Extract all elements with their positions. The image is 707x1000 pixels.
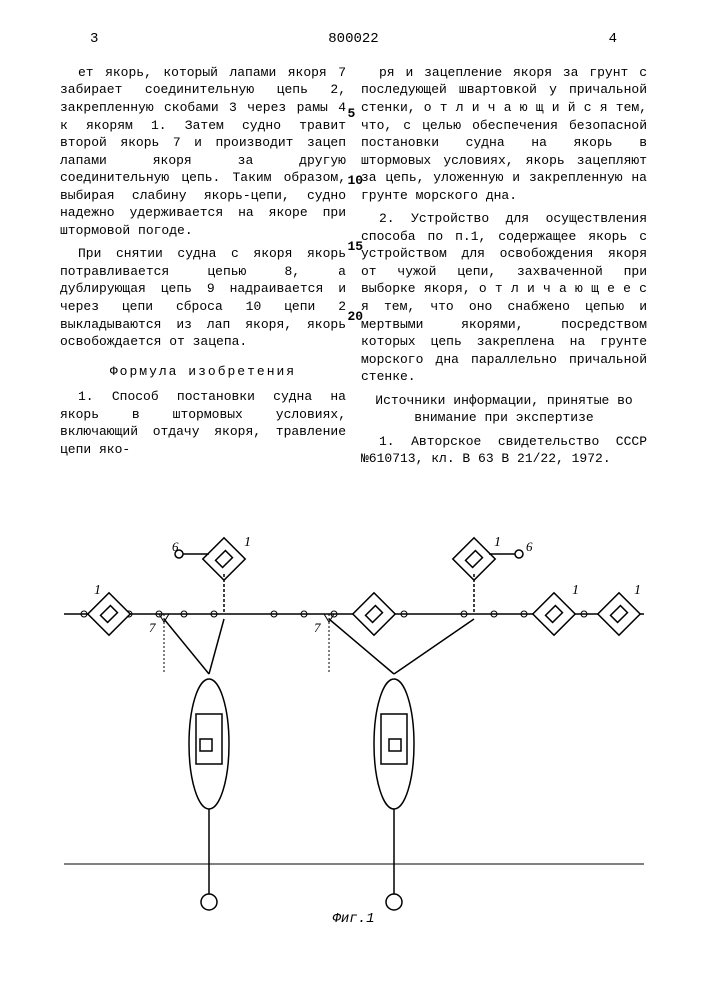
left-p2: При снятии судна с якоря якорь потравлив… (60, 245, 346, 350)
page-center: 800022 (328, 30, 378, 49)
label-1a: 1 (94, 583, 101, 598)
left-p1: ет якорь, который лапами якоря 7 забирае… (60, 64, 346, 239)
formula-heading: Формула изобретения (60, 363, 346, 381)
page-left: 3 (90, 30, 98, 49)
line-marker-15: 15 (348, 238, 364, 256)
sources-heading: Источники информации, принятые во вниман… (361, 392, 647, 427)
technical-diagram: 1 1 1 1 1 6 6 7 7 Фиг.1 (64, 514, 644, 934)
label-1b: 1 (244, 535, 251, 550)
page-right: 4 (609, 30, 617, 49)
figure-label: Фиг.1 (332, 910, 374, 929)
page-header: 3 800022 4 (60, 30, 647, 49)
label-1d: 1 (572, 583, 579, 598)
right-p3: 1. Авторское свидетельство СССР №610713,… (361, 433, 647, 468)
diagram-svg: 1 1 1 1 1 6 6 7 7 (64, 514, 644, 934)
right-p2: 2. Устройство для осуществления способа … (361, 210, 647, 385)
line-marker-20: 20 (348, 308, 364, 326)
label-1c: 1 (494, 535, 501, 550)
line-marker-5: 5 (348, 105, 356, 123)
text-columns: ет якорь, который лапами якоря 7 забирае… (60, 64, 647, 474)
right-column: ря и зацепление якоря за грунт с последу… (361, 64, 647, 474)
label-7b: 7 (314, 620, 321, 635)
left-p3: 1. Способ постановки судна на якорь в шт… (60, 388, 346, 458)
right-p1: ря и зацепление якоря за грунт с последу… (361, 64, 647, 204)
line-marker-10: 10 (348, 172, 364, 190)
label-1e: 1 (634, 583, 641, 598)
label-6a: 6 (172, 539, 179, 554)
label-6b: 6 (526, 539, 533, 554)
label-7a: 7 (149, 620, 156, 635)
left-column: ет якорь, который лапами якоря 7 забирае… (60, 64, 346, 474)
